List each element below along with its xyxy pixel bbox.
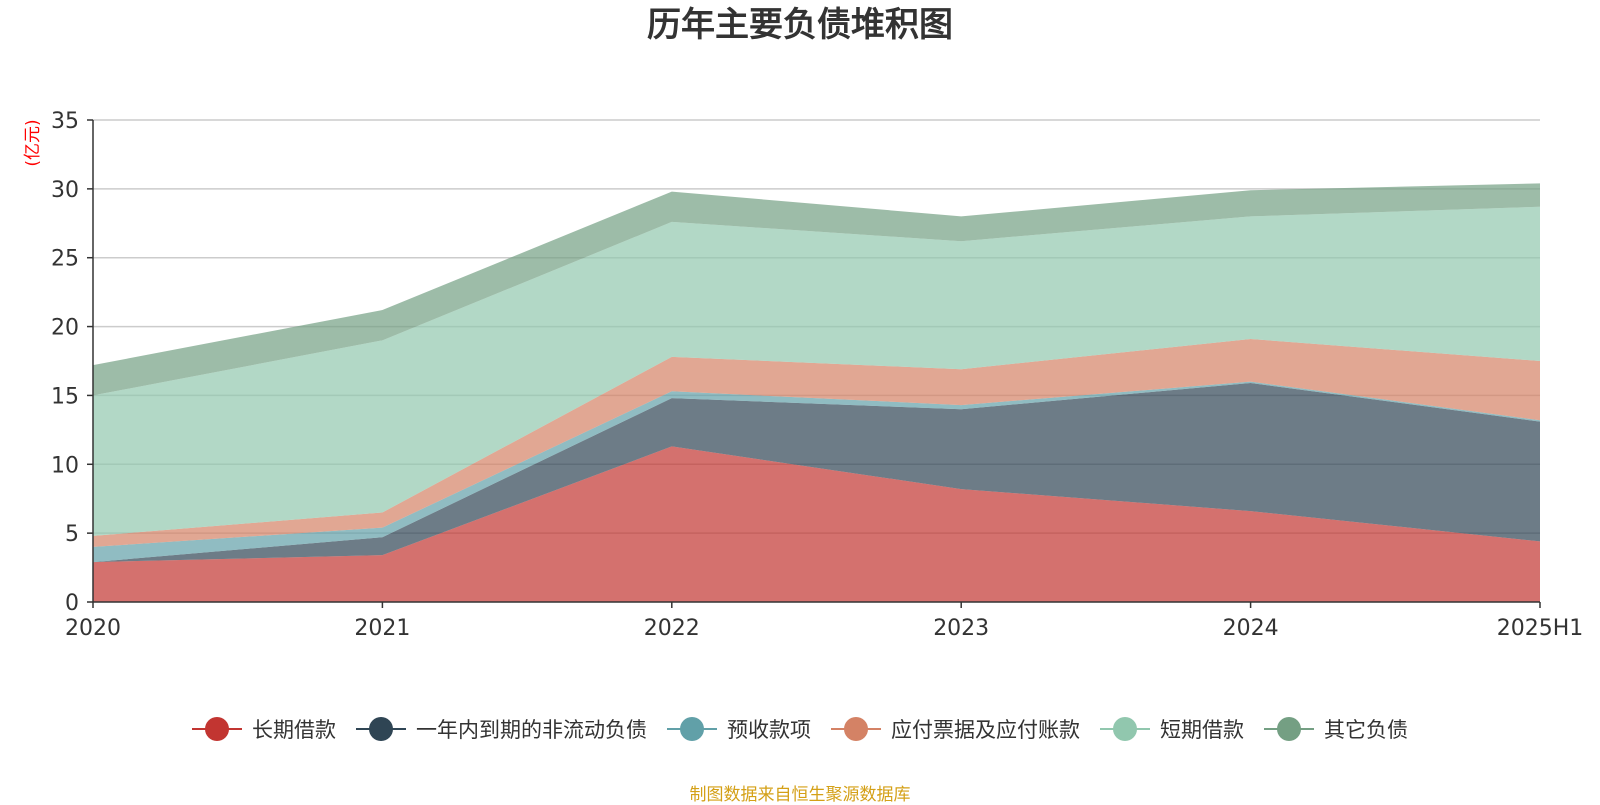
area-series-4: [93, 338, 1540, 547]
x-tick-label: 2020: [65, 616, 121, 641]
x-tick-label: 2025H1: [1497, 616, 1584, 641]
area-series-3: [93, 381, 1540, 563]
area-series-5: [93, 206, 1540, 536]
legend-label: 一年内到期的非流动负债: [416, 718, 647, 742]
y-tick-label: 15: [51, 384, 79, 409]
legend-item[interactable]: 其它负债: [1264, 714, 1408, 744]
x-tick-label: 2023: [933, 616, 989, 641]
y-tick-label: 5: [65, 522, 79, 547]
legend-marker-icon: [1100, 717, 1150, 741]
legend-marker-icon: [667, 717, 717, 741]
legend-item[interactable]: 预收款项: [667, 714, 811, 744]
y-tick-label: 25: [51, 247, 79, 272]
legend-label: 长期借款: [252, 718, 336, 742]
area-series-6: [93, 183, 1540, 396]
legend-marker-icon: [831, 717, 881, 741]
legend: 长期借款 一年内到期的非流动负债 预收款项 应付票据及应付账款 短期借款 其它负债: [0, 714, 1600, 744]
y-tick-label: 10: [51, 453, 79, 478]
area-series-group: [93, 183, 1540, 602]
axes: 0 5 10 15 20 25 30 35 2020 2021 2022 2023 2024 2025H1: [51, 109, 1583, 641]
y-tick-label: 20: [51, 316, 79, 341]
legend-label: 其它负债: [1324, 718, 1408, 742]
legend-label: 预收款项: [727, 718, 811, 742]
x-tick-label: 2022: [644, 616, 700, 641]
x-tick-label: 2024: [1223, 616, 1279, 641]
source-note: 制图数据来自恒生聚源数据库: [689, 785, 911, 805]
legend-marker-icon: [356, 717, 406, 741]
x-tick-label: 2021: [354, 616, 410, 641]
legend-marker-icon: [1264, 717, 1314, 741]
legend-label: 应付票据及应付账款: [891, 718, 1080, 742]
area-series-2: [93, 383, 1540, 563]
legend-item[interactable]: 短期借款: [1100, 714, 1244, 744]
legend-item[interactable]: 长期借款: [192, 714, 336, 744]
y-tick-label: 0: [65, 591, 79, 616]
legend-item[interactable]: 一年内到期的非流动负债: [356, 714, 647, 744]
area-series-1: [93, 446, 1540, 602]
legend-item[interactable]: 应付票据及应付账款: [831, 714, 1080, 744]
legend-marker-icon: [192, 717, 242, 741]
y-axis-unit-label: (亿元): [23, 119, 43, 166]
y-tick-label: 30: [51, 178, 79, 203]
chart-title: 历年主要负债堆积图: [647, 5, 953, 45]
y-tick-label: 35: [51, 109, 79, 134]
legend-label: 短期借款: [1160, 718, 1244, 742]
